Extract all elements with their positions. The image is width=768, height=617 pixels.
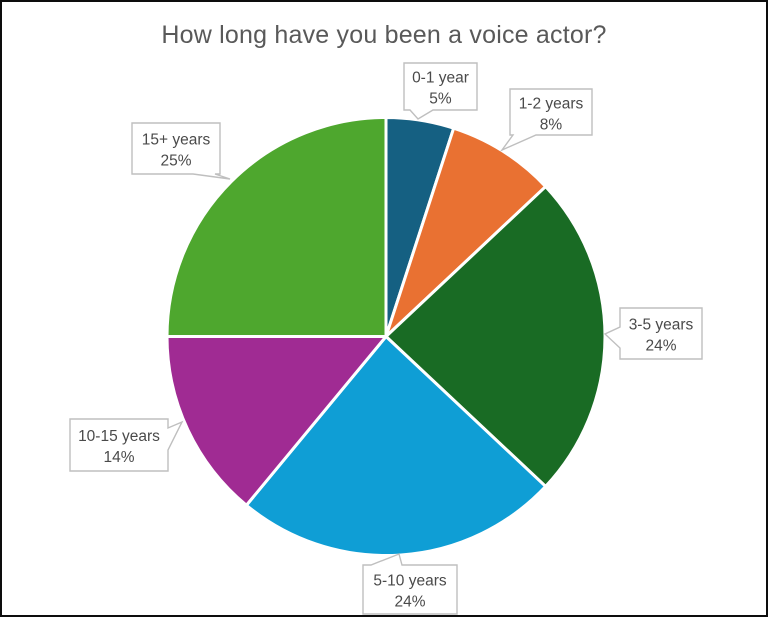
callout-label-0-1-year: 0-1 year (412, 70, 469, 87)
callout-box-10-15-years (69, 418, 184, 472)
callout-percent-5-10-years: 24% (394, 594, 425, 611)
callout-label-1-2-years: 1-2 years (519, 95, 584, 112)
callout-label-15-plus-years: 15+ years (142, 131, 211, 148)
pie-slice-1-2-years (384, 126, 548, 338)
callout-box-3-5-years (603, 307, 703, 360)
pie-slice-15-plus-years (165, 116, 388, 338)
callout-5-10-years: 5-10 years 24% (362, 553, 458, 615)
callout-percent-0-1-year: 5% (429, 91, 452, 108)
callout-box-1-2-years (499, 88, 593, 152)
callout-label-3-5-years: 3-5 years (629, 316, 694, 333)
pie-slice-10-15-years (165, 335, 388, 507)
callout-percent-1-2-years: 8% (540, 116, 563, 133)
callout-percent-15-plus-years: 25% (160, 152, 191, 169)
pie-slice-3-5-years (384, 185, 607, 488)
callout-box-15-plus-years (131, 122, 231, 180)
callout-10-15-years: 10-15 years 14% (69, 418, 184, 472)
callout-box-5-10-years (362, 553, 458, 615)
callout-percent-10-15-years: 14% (103, 449, 134, 466)
callout-15-plus-years: 15+ years 25% (131, 122, 231, 180)
callout-3-5-years: 3-5 years 24% (603, 307, 703, 360)
callout-0-1-year: 0-1 year 5% (403, 62, 478, 120)
callout-box-0-1-year (403, 62, 478, 120)
callout-percent-3-5-years: 24% (645, 337, 676, 354)
chart-title: How long have you been a voice actor? (161, 21, 607, 49)
callout-1-2-years: 1-2 years 8% (499, 88, 593, 152)
callout-label-10-15-years: 10-15 years (78, 428, 160, 445)
callout-label-5-10-years: 5-10 years (373, 573, 446, 590)
